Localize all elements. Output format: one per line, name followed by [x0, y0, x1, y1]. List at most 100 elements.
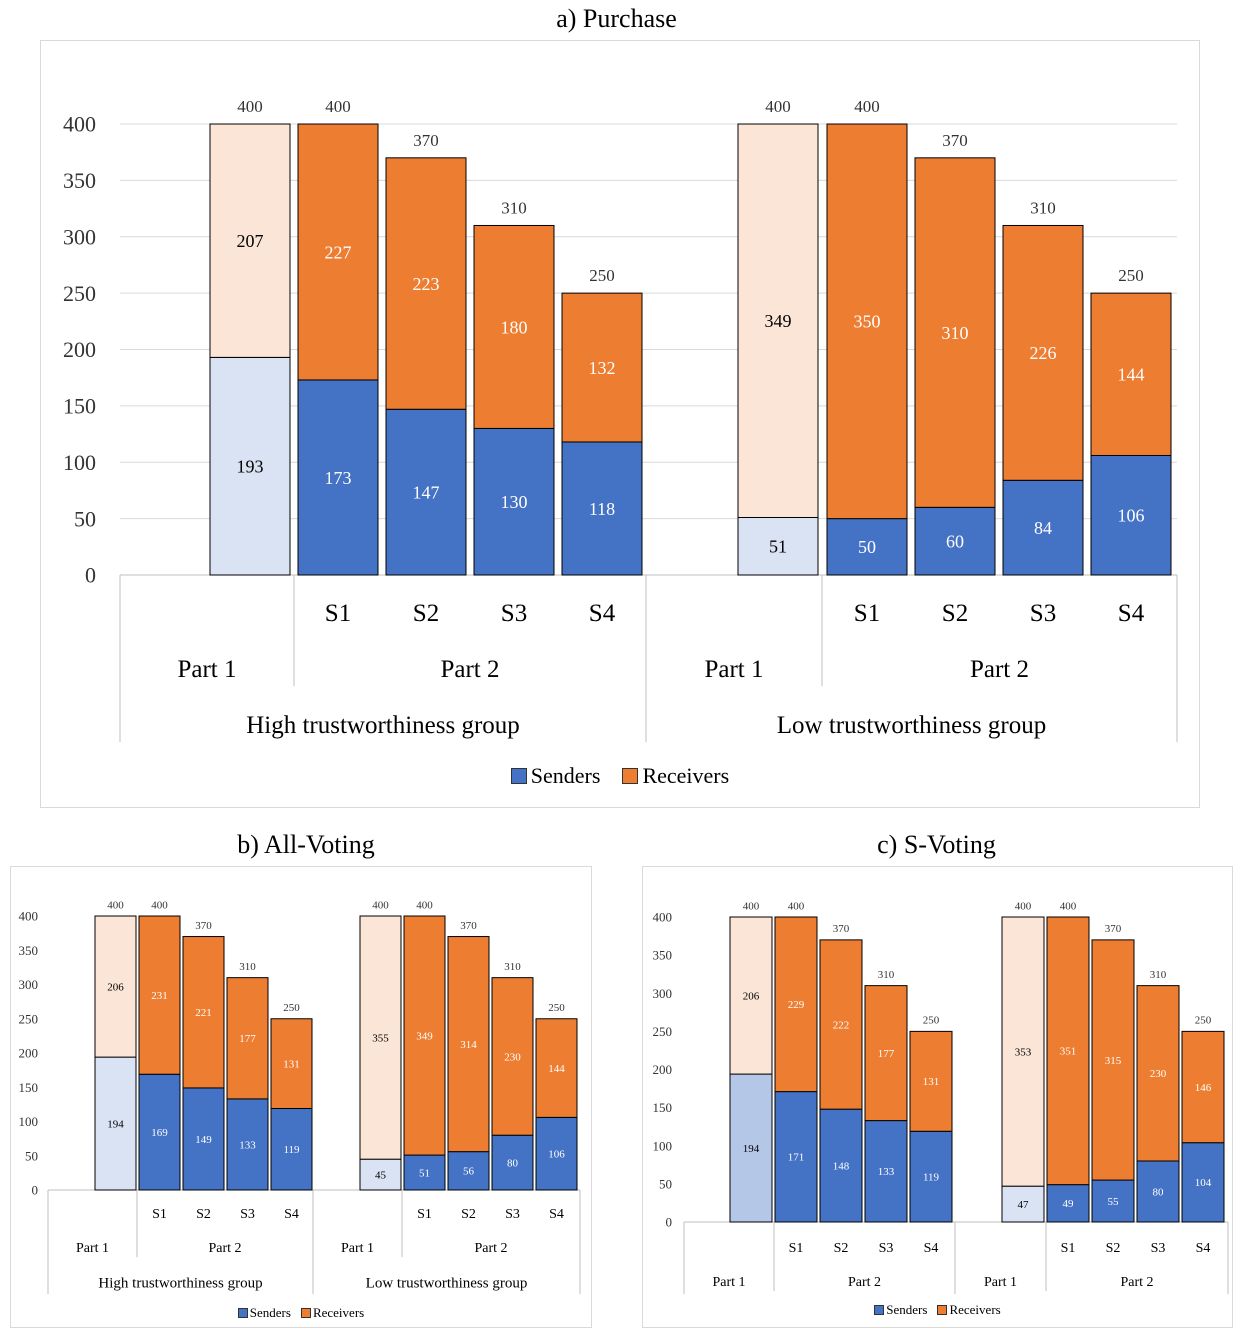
senders-bar: [729, 1073, 773, 1223]
y-tick-label: 0: [666, 1215, 673, 1230]
total-label: 310: [239, 961, 256, 973]
receivers-value-label: 206: [743, 990, 760, 1002]
y-tick-label: 200: [653, 1062, 673, 1077]
legend-receivers-swatch: [622, 768, 639, 784]
receivers-value-label: 353: [1015, 1046, 1032, 1058]
session-label: S2: [834, 1241, 849, 1256]
total-label: 400: [325, 97, 351, 116]
receivers-bar: [385, 157, 467, 410]
y-tick-label: 150: [63, 394, 96, 419]
receivers-bar: [914, 157, 996, 508]
chart-c-legend: Senders Receivers: [642, 1301, 1233, 1319]
session-label: S4: [1118, 600, 1145, 627]
senders-bar: [491, 1134, 534, 1191]
senders-value-label: 173: [325, 468, 352, 488]
session-label: S4: [924, 1241, 939, 1256]
part-label: Part 1: [341, 1241, 374, 1256]
senders-value-label: 193: [237, 456, 264, 476]
senders-value-label: 133: [878, 1166, 895, 1178]
senders-value-label: 147: [413, 482, 440, 502]
senders-bar: [1136, 1160, 1180, 1223]
senders-value-label: 119: [283, 1144, 300, 1156]
part-label: Part 1: [177, 656, 236, 683]
senders-bar: [403, 1154, 446, 1191]
receivers-bar: [1046, 916, 1090, 1186]
chart-b-legend: Senders Receivers: [10, 1304, 592, 1322]
receivers-value-label: 226: [1030, 343, 1057, 363]
y-tick-label: 250: [63, 281, 96, 306]
receivers-bar: [819, 939, 863, 1110]
senders-bar: [297, 379, 379, 576]
session-label: S1: [854, 600, 880, 627]
legend-receivers-swatch: [937, 1305, 948, 1315]
senders-value-label: 55: [1108, 1196, 1120, 1208]
receivers-value-label: 177: [239, 1033, 256, 1045]
receivers-value-label: 230: [504, 1051, 521, 1063]
legend-receivers-label: Receivers: [312, 1305, 365, 1320]
receivers-bar: [826, 123, 908, 520]
senders-bar: [385, 408, 467, 576]
session-label: S3: [501, 600, 527, 627]
y-tick-label: 100: [63, 450, 96, 475]
receivers-value-label: 315: [1105, 1055, 1122, 1067]
receivers-value-label: 144: [1118, 365, 1145, 385]
receivers-value-label: 349: [416, 1030, 433, 1042]
receivers-bar: [359, 915, 402, 1160]
session-label: S2: [1106, 1241, 1121, 1256]
legend-receivers-label: Receivers: [949, 1302, 1001, 1317]
session-label: S2: [461, 1207, 476, 1222]
chart-a-legend: Senders Receivers: [40, 762, 1200, 790]
receivers-value-label: 131: [923, 1076, 940, 1088]
legend-senders-swatch: [237, 1308, 248, 1318]
receivers-value-label: 351: [1060, 1046, 1077, 1058]
senders-bar: [1046, 1184, 1090, 1223]
receivers-bar: [1181, 1030, 1225, 1144]
session-label: S2: [942, 600, 968, 627]
senders-value-label: 51: [419, 1167, 430, 1179]
y-tick-label: 0: [32, 1183, 39, 1198]
senders-bar: [94, 1056, 137, 1191]
y-tick-label: 300: [19, 977, 39, 992]
session-label: S1: [417, 1207, 432, 1222]
receivers-value-label: 180: [501, 317, 528, 337]
receivers-bar: [1002, 224, 1084, 481]
receivers-bar: [1090, 292, 1172, 456]
total-label: 250: [923, 1015, 940, 1027]
group-label: High trustworthiness group: [246, 712, 520, 739]
senders-value-label: 104: [1195, 1177, 1212, 1189]
session-label: S3: [240, 1207, 255, 1222]
senders-value-label: 148: [833, 1160, 850, 1172]
senders-value-label: 84: [1034, 518, 1052, 538]
senders-bar: [447, 1151, 490, 1191]
y-tick-label: 400: [63, 112, 96, 137]
session-label: S4: [549, 1207, 564, 1222]
receivers-value-label: 132: [589, 358, 616, 378]
senders-value-label: 50: [858, 537, 876, 557]
receivers-bar: [491, 977, 534, 1136]
y-tick-label: 300: [63, 224, 96, 249]
senders-value-label: 118: [589, 499, 615, 519]
receivers-bar: [774, 916, 818, 1093]
legend-receivers: Receivers: [937, 1302, 1001, 1318]
receivers-value-label: 349: [765, 311, 792, 331]
receivers-bar: [226, 977, 269, 1100]
group-label: High trustworthiness group: [98, 1275, 262, 1291]
senders-bar: [1002, 479, 1084, 576]
total-label: 400: [151, 899, 168, 911]
senders-value-label: 51: [769, 537, 787, 557]
chart-b-title: b) All-Voting: [237, 830, 375, 859]
senders-value-label: 45: [375, 1169, 387, 1181]
receivers-value-label: 177: [878, 1048, 895, 1060]
receivers-bar: [729, 916, 773, 1075]
group-label: Low trustworthiness group: [777, 712, 1046, 739]
total-label: 400: [107, 899, 124, 911]
senders-value-label: 60: [946, 531, 964, 551]
session-label: S2: [196, 1207, 211, 1222]
y-tick-label: 200: [19, 1046, 39, 1061]
senders-value-label: 106: [548, 1149, 565, 1161]
senders-value-label: 149: [195, 1134, 212, 1146]
receivers-bar: [909, 1030, 953, 1132]
part-label: Part 2: [208, 1241, 241, 1256]
total-label: 400: [372, 899, 389, 911]
total-label: 370: [1105, 923, 1122, 935]
